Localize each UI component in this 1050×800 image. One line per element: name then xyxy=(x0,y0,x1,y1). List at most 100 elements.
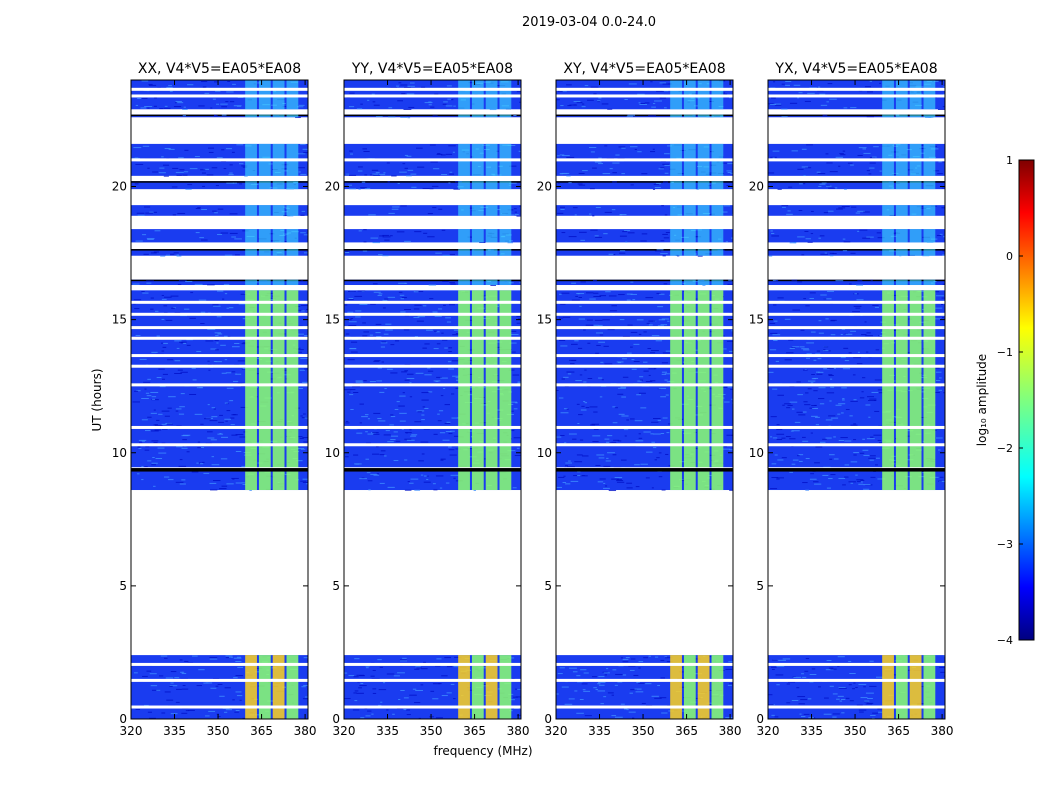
noise-speckle xyxy=(872,156,877,158)
y-tick-label: 20 xyxy=(537,180,552,194)
y-tick-label: 10 xyxy=(537,446,552,460)
noise-speckle xyxy=(829,685,834,687)
noise-speckle xyxy=(300,358,308,360)
noise-speckle xyxy=(664,164,670,166)
noise-speckle xyxy=(643,657,648,659)
noise-speckle xyxy=(228,656,233,658)
noise-speckle xyxy=(578,414,583,416)
emission-subband xyxy=(670,181,682,190)
observed-block xyxy=(556,279,733,286)
noise-speckle xyxy=(407,85,415,87)
noise-speckle xyxy=(404,370,408,372)
noise-speckle xyxy=(454,656,462,658)
noise-speckle xyxy=(188,709,195,711)
noise-speckle xyxy=(479,242,486,244)
noise-speckle xyxy=(217,234,223,236)
noise-speckle xyxy=(607,435,613,437)
noise-speckle xyxy=(634,464,640,466)
noise-speckle xyxy=(622,358,627,360)
noise-speckle xyxy=(154,429,162,431)
noise-speckle xyxy=(856,480,861,482)
noise-speckle xyxy=(777,459,784,461)
noise-speckle xyxy=(839,700,843,702)
noise-speckle xyxy=(424,374,432,376)
noise-speckle xyxy=(363,150,370,152)
emission-subband xyxy=(711,229,724,243)
noise-speckle xyxy=(350,318,354,320)
noise-speckle xyxy=(139,442,143,444)
noise-speckle xyxy=(731,237,733,239)
noise-speckle xyxy=(815,424,820,426)
noise-speckle xyxy=(825,185,832,187)
noise-speckle xyxy=(446,421,451,423)
y-tick-label: 0 xyxy=(544,712,552,726)
noise-speckle xyxy=(468,387,476,389)
noise-speckle xyxy=(583,329,586,331)
y-tick-label: 0 xyxy=(119,712,127,726)
noise-speckle xyxy=(775,360,780,362)
noise-speckle xyxy=(568,460,571,462)
noise-speckle xyxy=(830,334,836,336)
noise-speckle xyxy=(662,163,670,165)
noise-speckle xyxy=(788,339,794,341)
noise-speckle xyxy=(630,418,635,420)
noise-speckle xyxy=(561,172,570,174)
blank-row xyxy=(556,94,733,98)
noise-speckle xyxy=(147,167,150,169)
noise-speckle xyxy=(936,234,942,236)
noise-speckle xyxy=(447,446,452,448)
noise-speckle xyxy=(656,249,664,251)
noise-speckle xyxy=(934,318,941,320)
noise-speckle xyxy=(843,347,849,349)
noise-speckle xyxy=(201,81,208,83)
noise-speckle xyxy=(269,233,275,235)
noise-speckle xyxy=(442,339,448,341)
noise-speckle xyxy=(818,237,821,239)
noise-speckle xyxy=(597,100,601,102)
noise-speckle xyxy=(383,434,391,436)
noise-speckle xyxy=(871,717,875,719)
noise-speckle xyxy=(231,477,239,479)
noise-speckle xyxy=(614,684,618,686)
noise-speckle xyxy=(161,442,166,444)
noise-speckle xyxy=(602,319,610,321)
y-tick-label: 5 xyxy=(332,579,340,593)
noise-speckle xyxy=(725,241,729,243)
noise-speckle xyxy=(147,711,153,713)
observed-block xyxy=(344,279,521,286)
noise-speckle xyxy=(444,347,448,349)
noise-speckle xyxy=(941,386,945,388)
noise-speckle xyxy=(817,358,822,360)
noise-speckle xyxy=(161,342,164,344)
blank-row xyxy=(131,326,308,330)
noise-speckle xyxy=(830,668,837,670)
flag-line xyxy=(768,181,945,183)
noise-speckle xyxy=(813,481,819,483)
noise-speckle xyxy=(856,299,864,301)
noise-speckle xyxy=(428,284,437,286)
emission-subband xyxy=(458,229,470,243)
noise-speckle xyxy=(827,290,835,292)
noise-speckle xyxy=(825,419,833,421)
noise-speckle xyxy=(879,392,884,394)
noise-speckle xyxy=(143,253,149,255)
noise-speckle xyxy=(185,280,193,282)
noise-speckle xyxy=(300,480,307,482)
noise-speckle xyxy=(727,386,732,388)
noise-speckle xyxy=(861,334,867,336)
noise-speckle xyxy=(723,348,727,350)
blank-row xyxy=(768,158,945,162)
flag-line xyxy=(556,249,733,251)
noise-speckle xyxy=(303,252,308,254)
noise-speckle xyxy=(390,416,396,418)
noise-speckle xyxy=(383,682,386,684)
noise-speckle xyxy=(771,463,777,465)
noise-speckle xyxy=(771,235,780,237)
noise-speckle xyxy=(344,698,351,700)
noise-speckle xyxy=(838,439,845,441)
noise-speckle xyxy=(225,657,232,659)
flag-line xyxy=(344,249,521,251)
noise-speckle xyxy=(598,684,605,686)
noise-speckle xyxy=(219,414,223,416)
